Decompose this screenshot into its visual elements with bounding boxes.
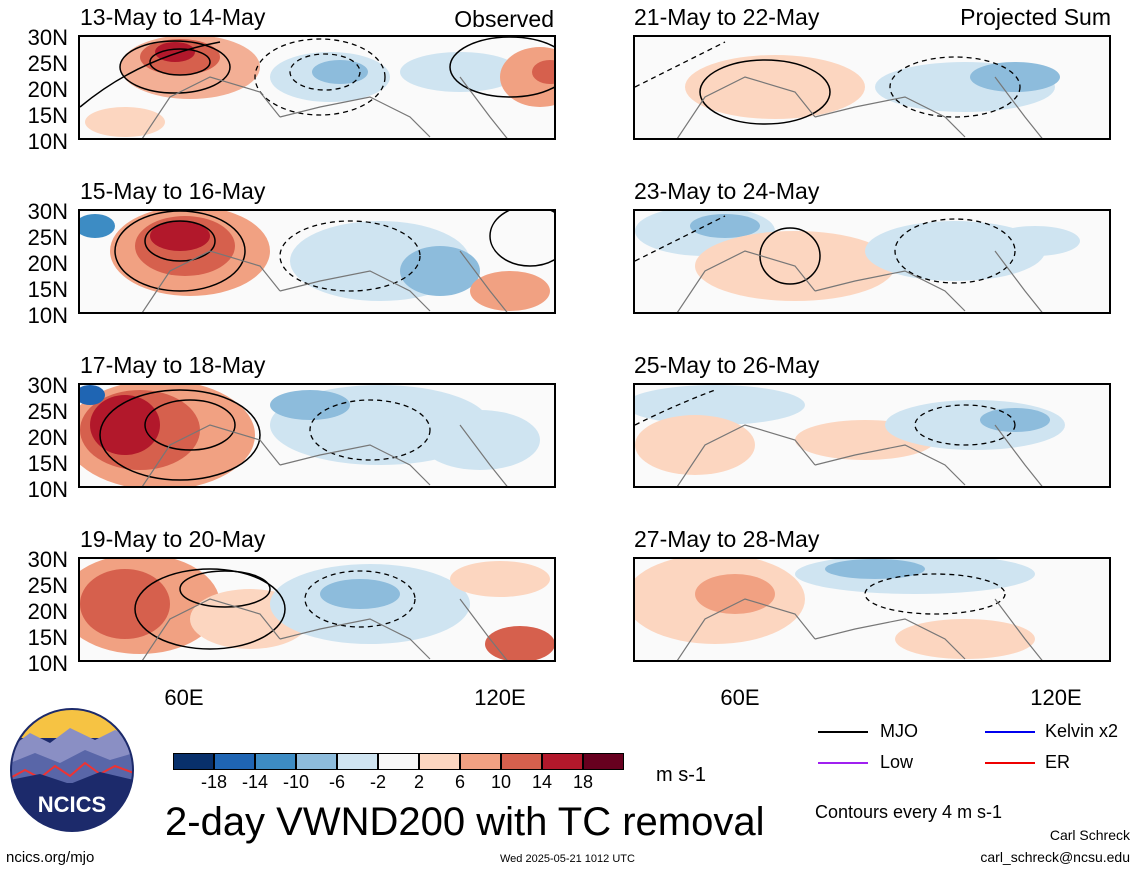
lon-label-120e-right: 120E	[1030, 685, 1082, 710]
lat-label: 15N	[27, 277, 68, 302]
map-panel-5	[78, 383, 556, 488]
lat-label: 25N	[27, 51, 68, 76]
panel-title-4: 23-May to 24-May	[634, 178, 820, 204]
colorbar-label: -6	[328, 772, 345, 792]
map-panel-2	[633, 35, 1111, 140]
colorbar-swatch	[255, 753, 296, 770]
lat-label: 30N	[27, 373, 68, 398]
map-panel-1	[78, 35, 556, 140]
map-panel-7	[78, 557, 556, 662]
colorbar-label: 18	[572, 772, 594, 792]
legend-swatch-kelvin	[985, 731, 1035, 733]
lat-label: 30N	[27, 25, 68, 50]
colorbar-swatch	[460, 753, 501, 770]
lat-label: 25N	[27, 573, 68, 598]
lon-label-120e-left: 120E	[474, 685, 526, 710]
colorbar-label: 10	[490, 772, 512, 792]
colorbar-swatch	[583, 753, 624, 770]
legend-swatch-mjo	[818, 731, 868, 733]
panel-title-8: 27-May to 28-May	[634, 526, 820, 552]
panel-title-3: 15-May to 16-May	[80, 178, 266, 204]
lon-label-60e-left: 60E	[164, 685, 204, 710]
lat-label: 15N	[27, 103, 68, 128]
lat-label: 25N	[27, 399, 68, 424]
legend-label-low: Low	[880, 752, 914, 772]
panel-title-7: 19-May to 20-May	[80, 526, 266, 552]
lat-label: 30N	[27, 199, 68, 224]
site-link[interactable]: ncics.org/mjo	[6, 849, 95, 866]
map-panel-3	[78, 209, 556, 314]
lat-label: 20N	[27, 77, 68, 102]
panel-title-2: 21-May to 22-May	[634, 4, 820, 30]
lat-label: 10N	[27, 477, 68, 502]
author: Carl Schreck	[1049, 827, 1130, 843]
colorbar-label: -14	[241, 772, 268, 792]
colorbar-label: 2	[413, 772, 424, 792]
colorbar-swatch	[542, 753, 583, 770]
lat-label: 15N	[27, 625, 68, 650]
lat-label: 10N	[27, 129, 68, 154]
lat-label: 15N	[27, 451, 68, 476]
legend-swatch-er	[985, 762, 1035, 764]
map-panel-6	[633, 383, 1111, 488]
colorbar-label: 6	[454, 772, 465, 792]
lat-label: 10N	[27, 651, 68, 676]
lon-label-60e-right: 60E	[720, 685, 760, 710]
ncics-logo: NCICS	[10, 708, 134, 832]
colorbar-label: -2	[369, 772, 386, 792]
legend-label-er: ER	[1045, 752, 1071, 772]
colorbar-label: -18	[200, 772, 227, 792]
colorbar-units: m s-1	[656, 764, 706, 786]
author-email[interactable]: carl_schreck@ncsu.edu	[980, 849, 1130, 865]
colorbar-swatch	[337, 753, 378, 770]
lat-label: 10N	[27, 303, 68, 328]
colorbar-swatch	[173, 753, 214, 770]
main-title: 2-day VWND200 with TC removal	[165, 800, 765, 844]
colorbar-swatch	[419, 753, 460, 770]
lat-label: 30N	[27, 547, 68, 572]
colorbar-swatch	[378, 753, 419, 770]
map-panel-8	[633, 557, 1111, 662]
legend-swatch-low	[818, 762, 868, 764]
colorbar-label: -10	[282, 772, 309, 792]
lat-label: 25N	[27, 225, 68, 250]
lat-label: 20N	[27, 425, 68, 450]
lat-label: 20N	[27, 251, 68, 276]
colorbar-swatch	[501, 753, 542, 770]
colorbar-swatch	[214, 753, 255, 770]
colorbar-swatch	[296, 753, 337, 770]
projected-sum-label: Projected Sum	[960, 4, 1111, 30]
legend-label-mjo: MJO	[880, 721, 918, 741]
panel-title-1: 13-May to 14-May	[80, 4, 266, 30]
colorbar-label: 14	[531, 772, 553, 792]
logo-text: NCICS	[38, 792, 106, 817]
panel-title-6: 25-May to 26-May	[634, 352, 820, 378]
lat-label: 20N	[27, 599, 68, 624]
observed-label: Observed	[454, 6, 554, 32]
timestamp: Wed 2025-05-21 1012 UTC	[500, 853, 635, 865]
contour-note: Contours every 4 m s-1	[815, 802, 1003, 822]
map-panel-4	[633, 209, 1111, 314]
legend-label-kelvin: Kelvin x2	[1045, 721, 1119, 741]
panel-title-5: 17-May to 18-May	[80, 352, 266, 378]
